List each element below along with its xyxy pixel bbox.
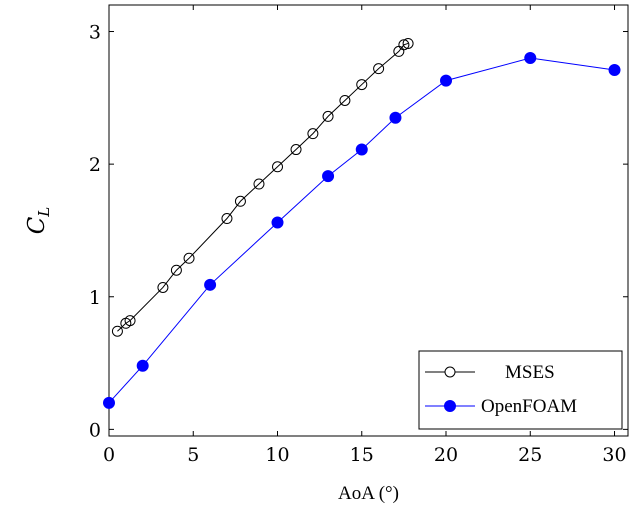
plot-area: 0 5 10 15 20 25 30 0 1 2 3 bbox=[89, 4, 629, 466]
data-point-openfoam bbox=[322, 170, 335, 183]
x-tick-label: 5 bbox=[187, 444, 199, 466]
data-point-openfoam bbox=[389, 111, 402, 124]
data-point-mses bbox=[356, 79, 368, 91]
x-tick-label: 15 bbox=[350, 444, 374, 466]
data-point-openfoam bbox=[204, 278, 217, 291]
y-axis-ticks: 0 1 2 3 bbox=[89, 22, 628, 441]
data-point-mses bbox=[234, 195, 246, 207]
legend-swatch-marker bbox=[444, 400, 456, 412]
data-point-mses bbox=[170, 264, 182, 276]
legend-swatch-marker bbox=[444, 366, 456, 378]
data-point-openfoam bbox=[608, 63, 621, 76]
series-openfoam bbox=[103, 52, 621, 409]
y-axis-label-main: C bbox=[24, 216, 50, 234]
legend-entries: MSES OpenFOAM bbox=[425, 362, 577, 417]
legend-box bbox=[418, 350, 623, 430]
data-point-openfoam bbox=[136, 359, 149, 372]
series-layer bbox=[103, 37, 621, 409]
data-point-mses bbox=[373, 63, 385, 75]
data-point-mses bbox=[402, 37, 414, 49]
legend: MSES OpenFOAM bbox=[418, 350, 623, 430]
legend-label: OpenFOAM bbox=[481, 396, 577, 417]
y-tick-label: 2 bbox=[89, 154, 101, 176]
y-tick-label: 0 bbox=[89, 419, 101, 441]
data-point-mses bbox=[398, 39, 410, 51]
y-axis-label-subscript: L bbox=[35, 207, 53, 218]
data-point-mses bbox=[183, 252, 195, 264]
legend-entry-mses: MSES bbox=[425, 362, 555, 383]
legend-label: MSES bbox=[505, 362, 555, 383]
data-point-mses bbox=[157, 281, 169, 293]
data-point-mses bbox=[253, 178, 265, 190]
data-point-mses bbox=[307, 128, 319, 140]
data-point-openfoam bbox=[440, 74, 453, 87]
legend-entry-openfoam: OpenFOAM bbox=[425, 396, 577, 417]
series-line-openfoam bbox=[108, 57, 615, 404]
data-point-openfoam bbox=[524, 52, 537, 65]
data-point-mses bbox=[272, 161, 284, 173]
data-point-mses bbox=[290, 144, 302, 156]
x-tick-label: 25 bbox=[518, 444, 542, 466]
data-point-openfoam bbox=[271, 216, 284, 229]
y-tick-label: 1 bbox=[89, 287, 101, 309]
series-line-mses bbox=[117, 42, 409, 332]
data-point-mses bbox=[322, 110, 334, 122]
y-tick-label: 3 bbox=[89, 22, 101, 44]
x-tick-label: 10 bbox=[265, 444, 289, 466]
x-axis-ticks: 0 5 10 15 20 25 30 bbox=[103, 5, 627, 466]
x-axis-label: AoA (°) bbox=[338, 483, 399, 504]
data-point-mses bbox=[221, 213, 233, 225]
data-point-mses bbox=[111, 325, 123, 337]
data-point-mses bbox=[339, 94, 351, 106]
data-point-openfoam bbox=[103, 396, 115, 409]
y-axis-label: CL bbox=[24, 207, 53, 235]
x-tick-label: 30 bbox=[602, 444, 626, 466]
data-point-mses bbox=[124, 315, 136, 327]
x-tick-label: 0 bbox=[103, 444, 115, 466]
x-tick-label: 20 bbox=[434, 444, 458, 466]
data-point-openfoam bbox=[355, 143, 368, 156]
series-mses bbox=[111, 37, 414, 337]
plot-frame bbox=[108, 4, 629, 437]
